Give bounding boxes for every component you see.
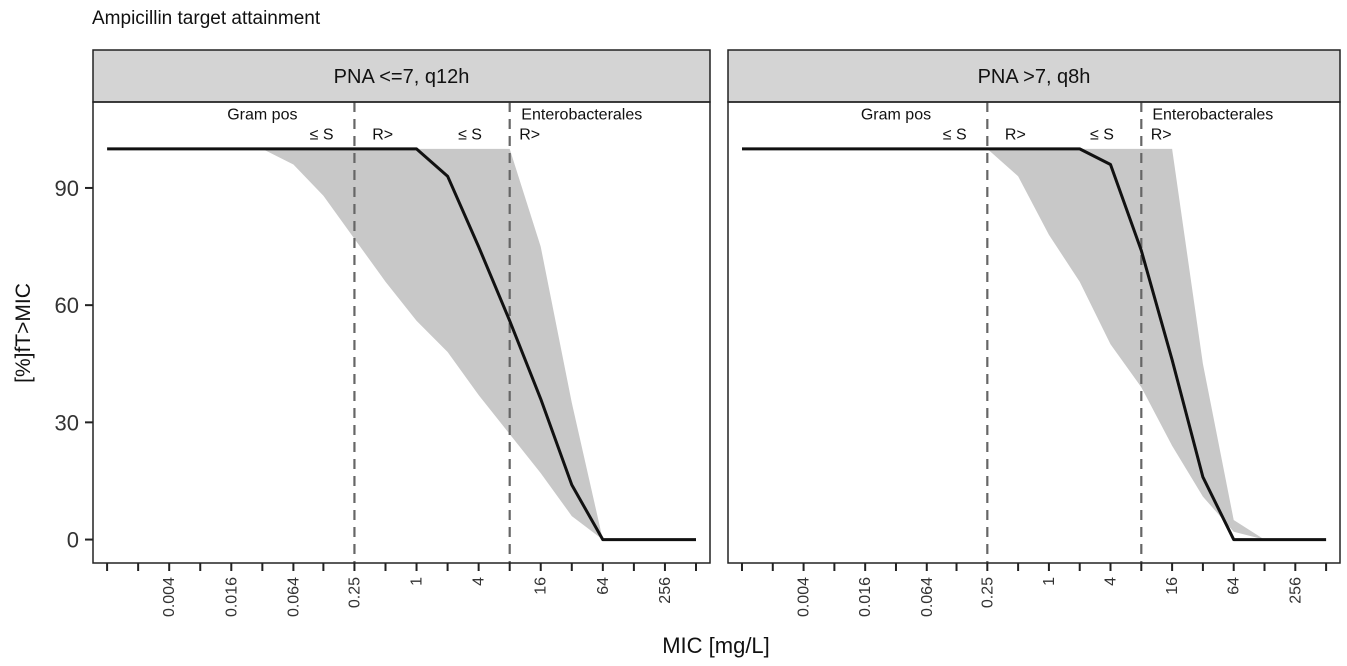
y-tick-label: 90 (55, 176, 79, 201)
median-line (742, 147, 1327, 542)
y-tick-label: 0 (67, 528, 79, 553)
median-line (107, 147, 696, 542)
x-tick-label: 0.064 (919, 577, 936, 617)
y-axis-label: [%]fT>MIC (12, 283, 35, 383)
facet-panel-2: PNA >7, q8h Gram pos ≤ S R> ≤ S Enterobactera… (727, 49, 1341, 617)
x-axis-label: MIC [mg/L] (662, 633, 770, 658)
x-tick-label: 256 (657, 577, 674, 604)
annotation-label: ≤ S (458, 126, 482, 143)
annotation-label: R> (1151, 126, 1172, 143)
y-tick-label: 60 (55, 293, 79, 318)
facet-strip-label: PNA >7, q8h (978, 66, 1091, 88)
x-tick-label: 64 (1226, 577, 1243, 595)
annotation-label: Enterobacterales (1152, 107, 1273, 124)
annotation-label: ≤ S (943, 126, 967, 143)
uncertainty-band (107, 148, 697, 540)
x-tick-label: 16 (1164, 577, 1181, 595)
x-tick-label: 0.25 (346, 577, 363, 608)
panel-border (92, 101, 711, 564)
x-tick-label: 0.064 (285, 577, 302, 617)
x-tick-label: 4 (1103, 577, 1120, 586)
annotation-label: ≤ S (310, 126, 334, 143)
annotation-label: R> (1005, 126, 1026, 143)
x-tick-label: 1 (409, 577, 426, 586)
x-tick-label: 4 (471, 577, 488, 586)
x-tick-label: 0.016 (857, 577, 874, 617)
x-tick-label: 256 (1287, 577, 1304, 604)
uncertainty-band (742, 148, 1327, 540)
x-tick-label: 0.25 (979, 577, 996, 608)
x-tick-label: 0.004 (796, 577, 813, 617)
facet-strip (92, 49, 711, 103)
panel-border (727, 101, 1341, 564)
facet-panel-1: PNA <=7, q12h Gram pos ≤ S R> ≤ S Enterobacte… (55, 49, 711, 617)
annotation-label: Enterobacterales (521, 107, 642, 124)
annotation-label: Gram pos (227, 107, 297, 124)
y-tick-label: 30 (55, 410, 79, 435)
x-tick-label: 0.004 (161, 577, 178, 617)
x-tick-label: 1 (1041, 577, 1058, 586)
facet-strip (727, 49, 1341, 103)
x-tick-label: 0.016 (223, 577, 240, 617)
annotation-label: Gram pos (861, 107, 931, 124)
annotation-label: R> (372, 126, 393, 143)
x-tick-label: 16 (533, 577, 550, 595)
chart-title: Ampicillin target attainment (92, 8, 321, 29)
annotation-label: ≤ S (1090, 126, 1114, 143)
x-tick-label: 64 (595, 577, 612, 595)
facet-strip-label: PNA <=7, q12h (334, 66, 470, 88)
annotation-label: R> (519, 126, 540, 143)
